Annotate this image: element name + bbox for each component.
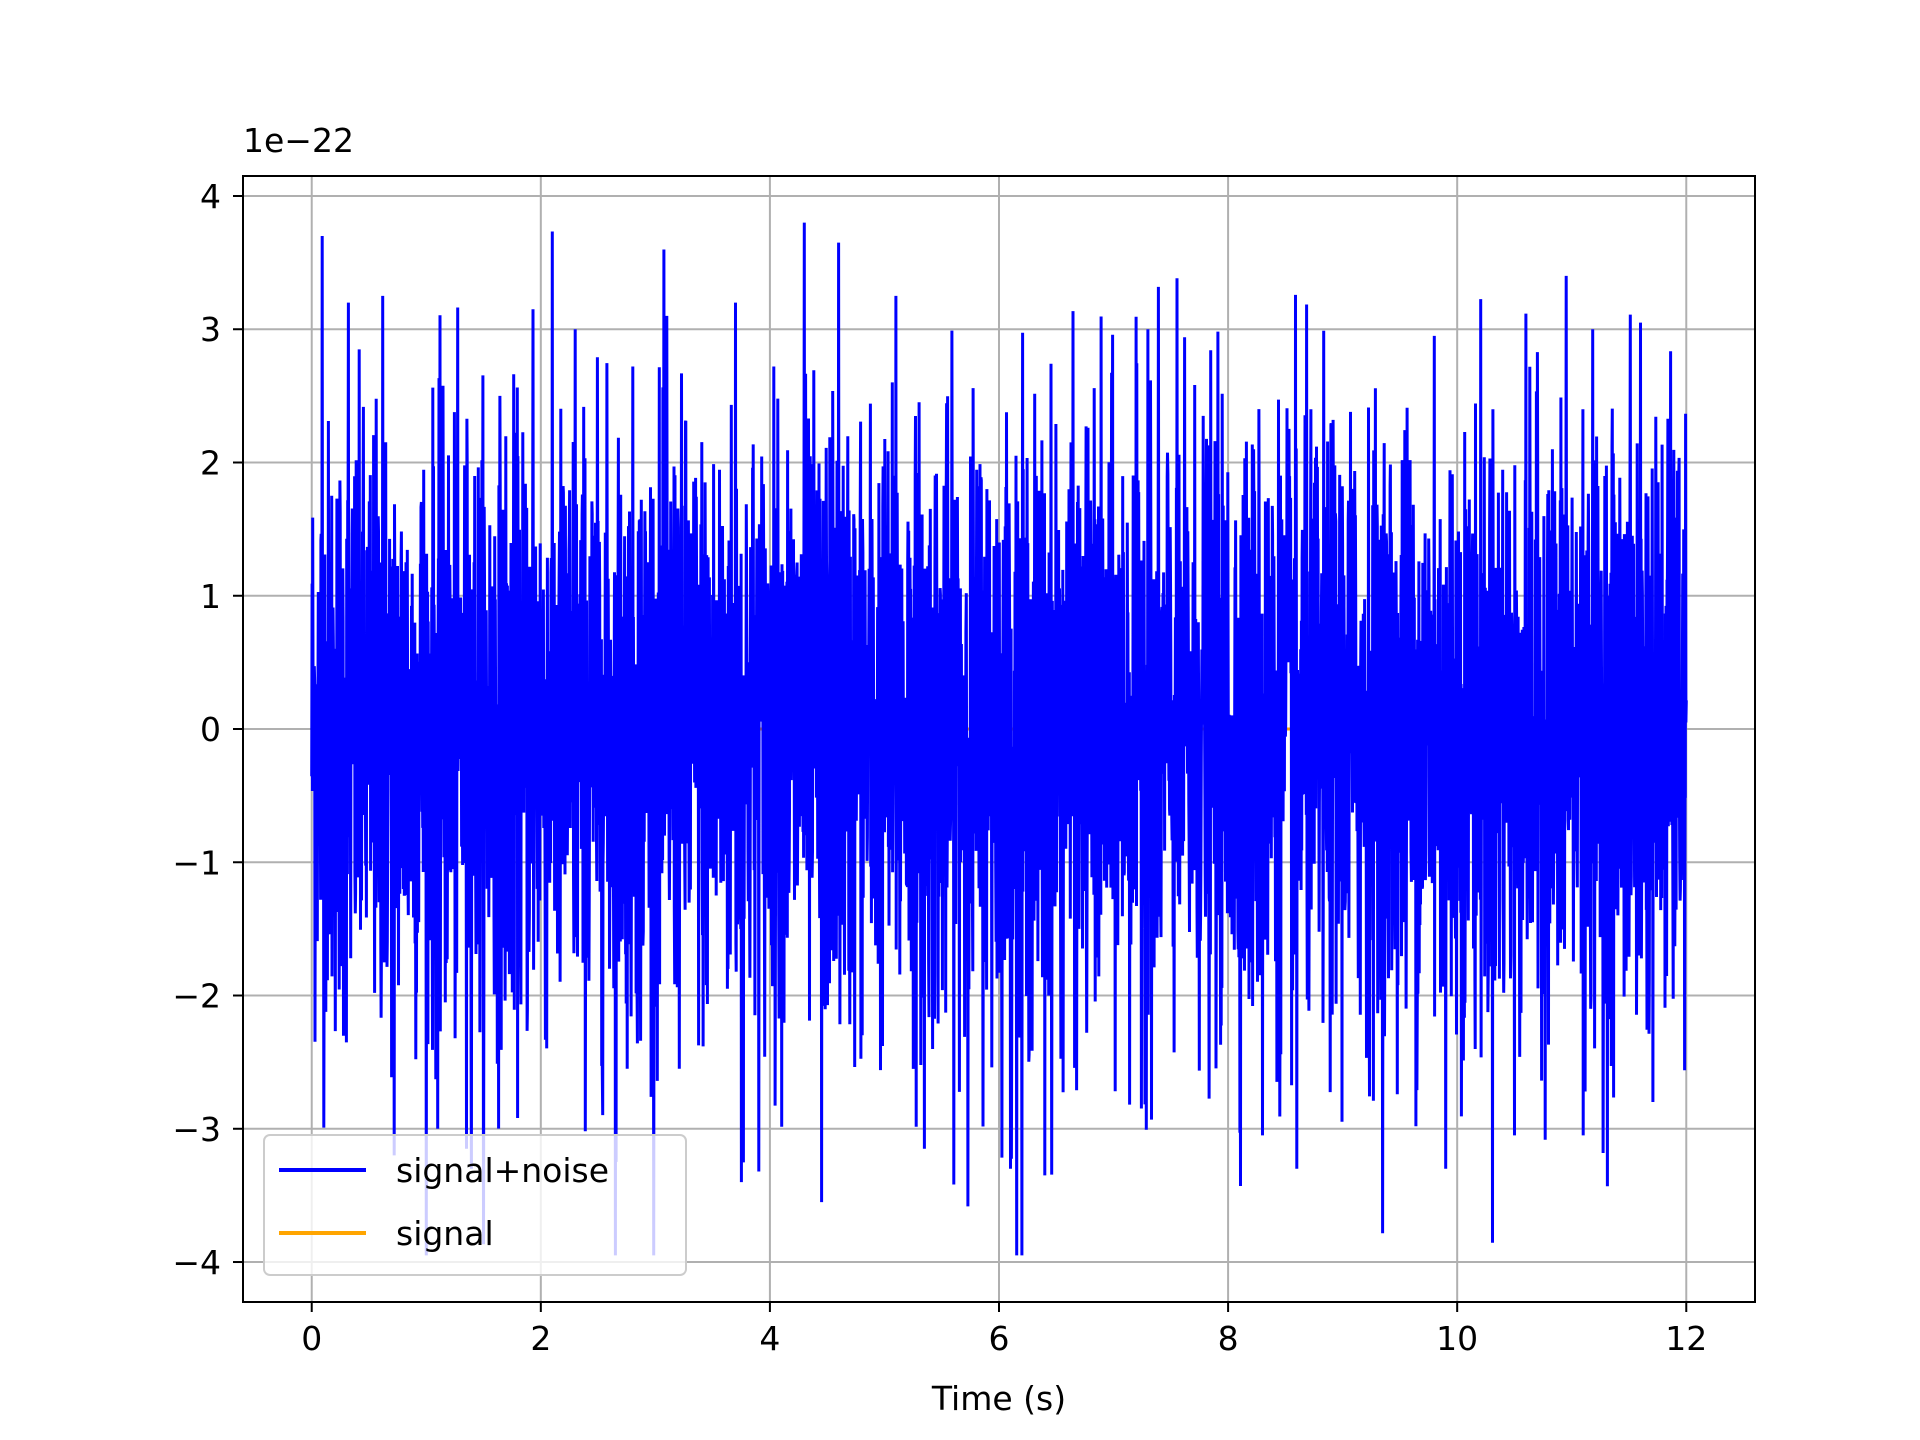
plot-area-series (310, 222, 1688, 1256)
y-tick-label: 4 (200, 177, 221, 216)
y-axis-offset-label: 1e−22 (243, 121, 354, 160)
x-tick-label: 2 (530, 1319, 551, 1358)
y-tick-label: 3 (200, 310, 221, 349)
x-tick-label: 8 (1218, 1319, 1239, 1358)
x-axis-ticks: 0 2 4 6 8 10 12 (301, 1302, 1707, 1358)
x-axis-label: Time (s) (931, 1379, 1066, 1418)
y-axis-ticks: −4 −3 −2 −1 0 1 2 3 4 (172, 177, 243, 1282)
y-tick-label: −4 (172, 1243, 221, 1282)
legend-box (263, 1134, 687, 1276)
x-tick-label: 4 (759, 1319, 780, 1358)
legend-label-signal-plus-noise: signal+noise (396, 1151, 609, 1190)
y-tick-label: −3 (172, 1110, 221, 1149)
y-tick-label: 1 (200, 577, 221, 616)
y-tick-label: 0 (200, 710, 221, 749)
signal-plus-noise-series-line (310, 222, 1688, 1256)
x-tick-label: 12 (1665, 1319, 1707, 1358)
x-tick-label: 6 (989, 1319, 1010, 1358)
legend-label-signal: signal (396, 1214, 494, 1253)
x-tick-label: 10 (1436, 1319, 1478, 1358)
y-tick-label: 2 (200, 443, 221, 482)
y-tick-label: −1 (172, 843, 221, 882)
y-tick-label: −2 (172, 977, 221, 1016)
legend: signal+noise signal (263, 1134, 687, 1276)
x-tick-label: 0 (301, 1319, 322, 1358)
